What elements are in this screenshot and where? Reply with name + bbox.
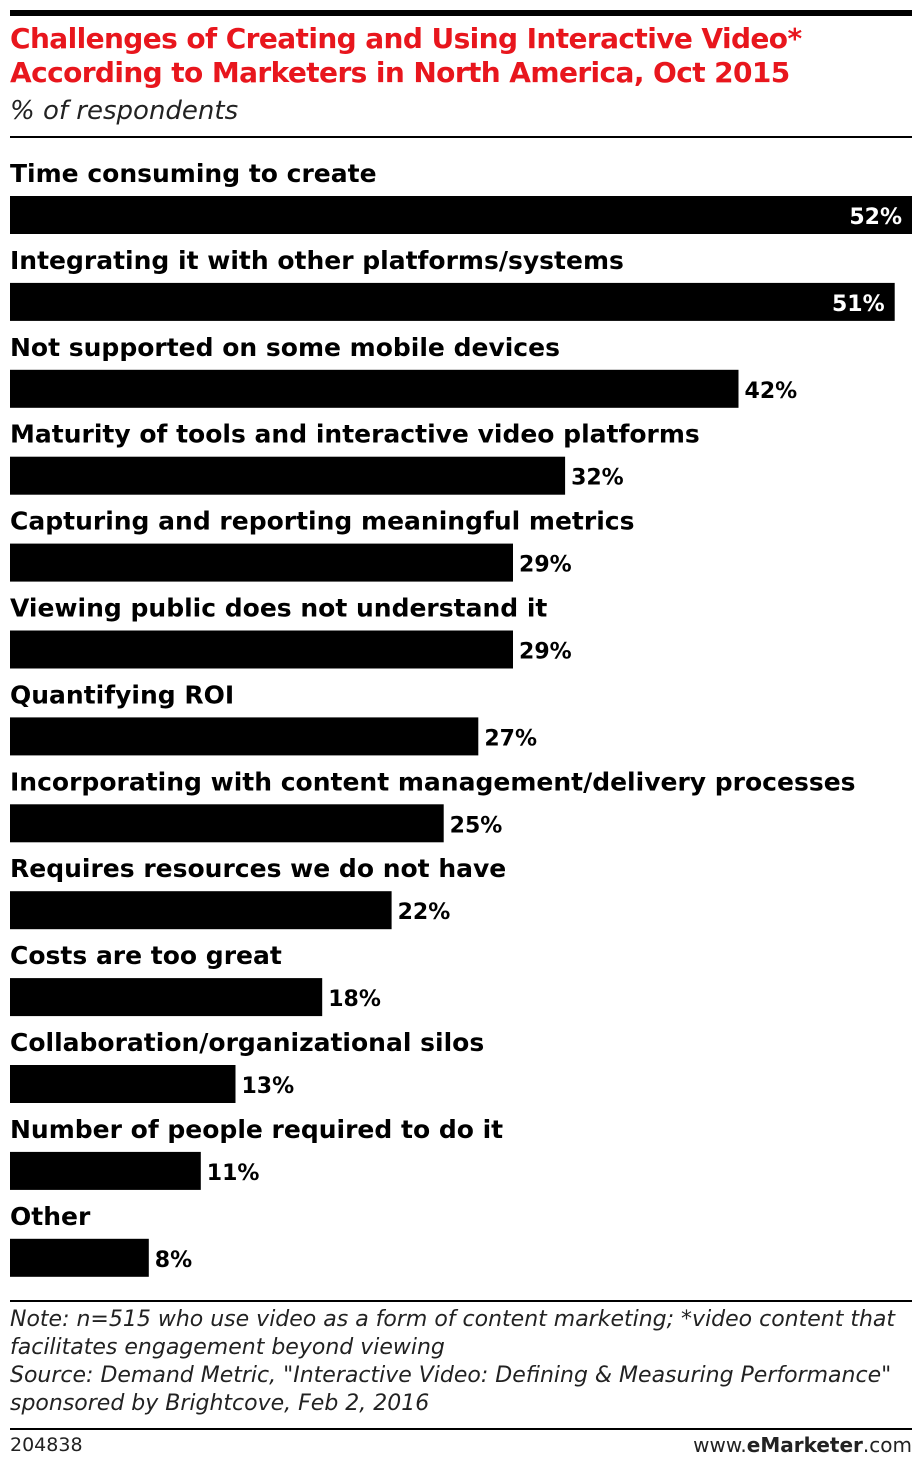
bar bbox=[10, 804, 444, 843]
bar bbox=[10, 456, 566, 495]
chart-note: Note: n=515 who use video as a form of c… bbox=[10, 1307, 896, 1360]
bar bbox=[10, 543, 513, 582]
brand-prefix: www. bbox=[693, 1433, 747, 1457]
chart-id: 204838 bbox=[10, 1434, 83, 1456]
category-label: Incorporating with content management/de… bbox=[10, 767, 856, 796]
brand-logo[interactable]: www.eMarketer.com bbox=[693, 1432, 912, 1458]
category-label: Other bbox=[10, 1202, 91, 1231]
value-label: 32% bbox=[571, 466, 624, 491]
category-label: Viewing public does not understand it bbox=[10, 594, 547, 623]
value-label: 18% bbox=[328, 987, 381, 1012]
bar bbox=[10, 196, 912, 234]
value-label: 27% bbox=[484, 726, 537, 751]
chart-source: Source: Demand Metric, "Interactive Vide… bbox=[10, 1363, 892, 1416]
bar bbox=[10, 891, 392, 930]
chart-subtitle: % of respondents bbox=[10, 96, 239, 126]
bar bbox=[10, 369, 739, 408]
chart-title: Challenges of Creating and Using Interac… bbox=[10, 22, 802, 89]
brand-highlight: eMarketer bbox=[746, 1433, 863, 1457]
category-label: Quantifying ROI bbox=[10, 680, 234, 709]
category-label: Collaboration/organizational silos bbox=[10, 1028, 484, 1057]
category-label: Integrating it with other platforms/syst… bbox=[10, 246, 624, 275]
category-label: Costs are too great bbox=[10, 941, 282, 970]
value-label: 52% bbox=[849, 205, 902, 230]
value-label: 51% bbox=[832, 292, 885, 317]
bar bbox=[10, 1238, 149, 1277]
top-rule bbox=[10, 10, 912, 16]
footer-divider bbox=[10, 1428, 912, 1430]
value-label: 25% bbox=[450, 813, 503, 838]
bar bbox=[10, 978, 323, 1017]
category-label: Time consuming to create bbox=[10, 159, 377, 188]
bar bbox=[10, 630, 513, 669]
category-label: Number of people required to do it bbox=[10, 1115, 503, 1144]
value-label: 29% bbox=[519, 553, 572, 578]
value-label: 22% bbox=[398, 900, 451, 925]
value-label: 8% bbox=[155, 1248, 192, 1273]
bar bbox=[10, 1151, 201, 1190]
bar-chart: Time consuming to create 52% Integrating i… bbox=[10, 159, 912, 1277]
value-label: 29% bbox=[519, 640, 572, 665]
category-label: Capturing and reporting meaningful metri… bbox=[10, 507, 634, 536]
value-label: 13% bbox=[242, 1074, 295, 1099]
header-divider bbox=[10, 136, 912, 138]
bar bbox=[10, 1065, 236, 1103]
category-label: Requires resources we do not have bbox=[10, 854, 506, 883]
value-label: 42% bbox=[745, 379, 798, 404]
notes-divider bbox=[10, 1300, 912, 1302]
category-label: Maturity of tools and interactive video … bbox=[10, 420, 700, 449]
bar bbox=[10, 717, 479, 756]
brand-suffix: .com bbox=[862, 1433, 912, 1457]
value-label: 11% bbox=[207, 1161, 260, 1186]
category-label: Not supported on some mobile devices bbox=[10, 333, 560, 362]
bar bbox=[10, 282, 895, 321]
